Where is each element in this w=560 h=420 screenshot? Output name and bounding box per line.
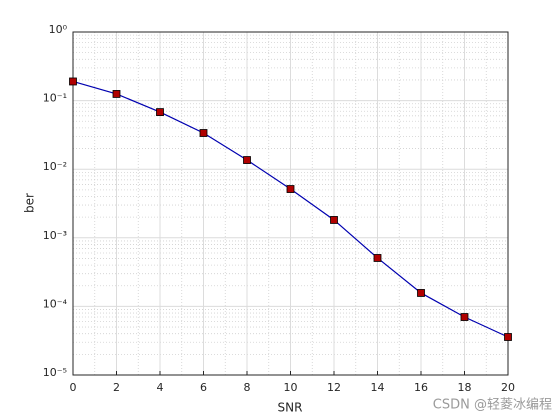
x-tick-label: 14 <box>371 381 385 394</box>
x-tick-label: 8 <box>244 381 251 394</box>
marker <box>286 185 295 193</box>
x-tick-label: 16 <box>414 381 428 394</box>
x-tick-label: 6 <box>200 381 207 394</box>
y-tick-label: 10⁻³ <box>43 229 67 242</box>
x-tick-label: 20 <box>501 381 515 394</box>
marker <box>69 77 77 86</box>
watermark: CSDN @轻菱冰编程 <box>433 398 552 413</box>
marker <box>417 289 425 297</box>
marker <box>373 254 382 262</box>
plot-frame <box>72 31 509 376</box>
x-tick-label: 18 <box>458 381 472 394</box>
y-axis-label: ber <box>23 193 37 213</box>
marker <box>330 216 338 224</box>
marker <box>460 313 469 321</box>
marker <box>156 108 164 116</box>
x-tick-label: 12 <box>327 381 341 394</box>
y-tick-label: 10⁻² <box>43 160 67 173</box>
y-tick-label: 10⁰ <box>49 23 68 36</box>
x-tick-label: 4 <box>157 381 164 394</box>
marker <box>243 156 251 164</box>
marker <box>112 90 121 98</box>
x-axis-label: SNR <box>278 401 303 415</box>
y-tick-label: 10⁻⁴ <box>43 297 68 310</box>
x-tick-label: 0 <box>70 381 77 394</box>
marker <box>199 129 208 137</box>
marker <box>504 333 512 341</box>
y-tick-label: 10⁻¹ <box>43 92 67 105</box>
y-tick-label: 10⁻⁵ <box>43 366 67 379</box>
x-tick-label: 2 <box>113 381 120 394</box>
x-tick-label: 10 <box>284 381 298 394</box>
